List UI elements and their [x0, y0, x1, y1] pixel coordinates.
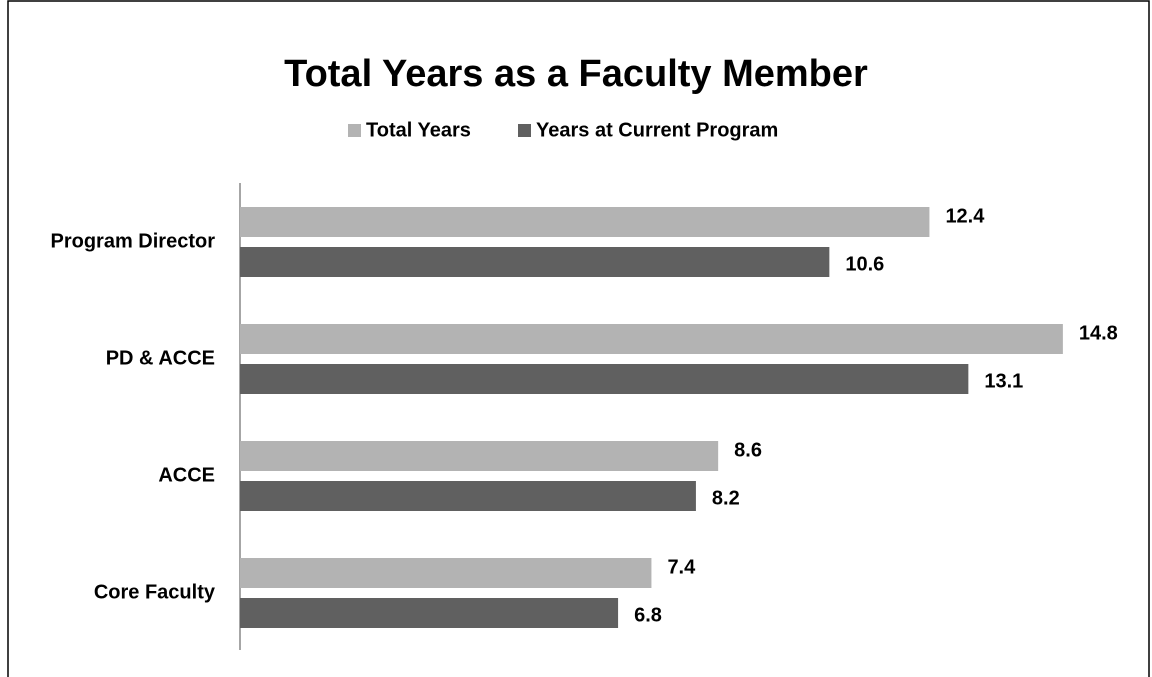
legend-swatch	[348, 124, 361, 137]
y-tick-label: PD & ACCE	[106, 347, 215, 369]
legend-label: Total Years	[366, 119, 471, 141]
data-label: 13.1	[984, 370, 1023, 392]
legend-label: Years at Current Program	[536, 119, 778, 141]
bar	[240, 598, 619, 628]
y-tick-label: ACCE	[158, 464, 215, 486]
data-label: 8.6	[734, 439, 762, 461]
bar	[240, 207, 930, 237]
y-tick-label: Program Director	[51, 230, 216, 252]
bar	[240, 481, 696, 511]
data-label: 14.8	[1079, 322, 1118, 344]
bar	[240, 441, 719, 471]
bar	[240, 324, 1063, 354]
data-label: 8.2	[712, 487, 740, 509]
bar	[240, 558, 652, 588]
y-tick-label: Core Faculty	[94, 581, 216, 603]
bar	[240, 364, 969, 394]
data-label: 7.4	[667, 556, 696, 578]
data-label: 6.8	[634, 604, 662, 626]
legend-swatch	[518, 124, 531, 137]
data-label: 12.4	[945, 205, 985, 227]
data-label: 10.6	[845, 253, 884, 275]
bar	[240, 247, 830, 277]
frame	[7, 0, 1150, 677]
chart-title: Total Years as a Faculty Member	[284, 53, 868, 95]
